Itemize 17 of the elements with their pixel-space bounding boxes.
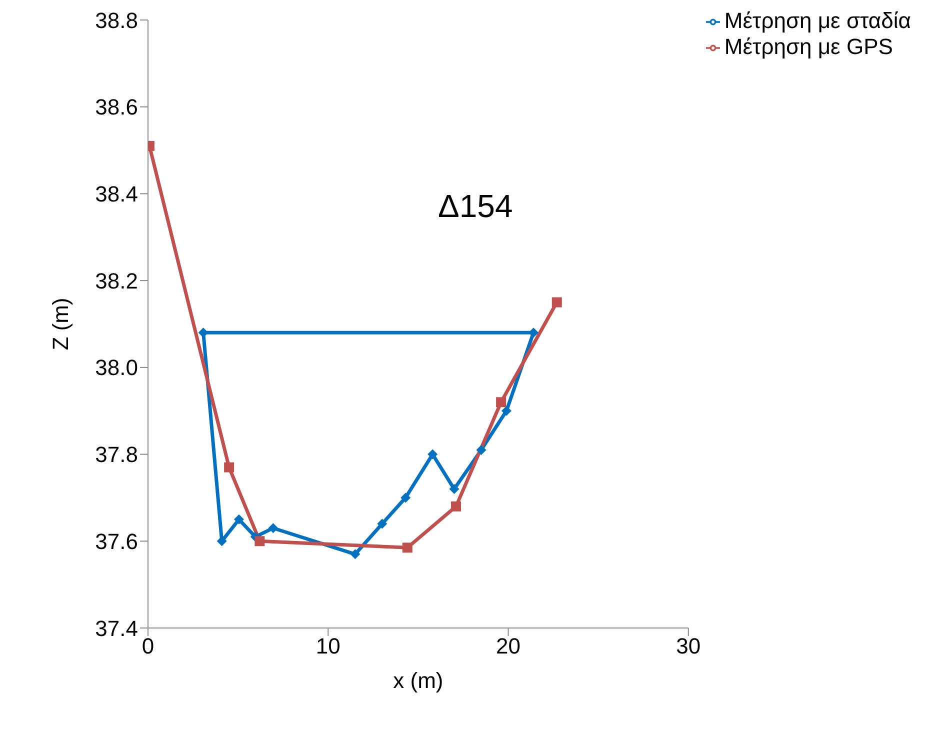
y-tick-label: 37.8 bbox=[95, 442, 138, 468]
x-tick-label: 20 bbox=[496, 634, 520, 659]
y-tick-label: 37.4 bbox=[95, 616, 138, 641]
x-tick-label: 0 bbox=[142, 634, 154, 659]
y-tick-label: 38.2 bbox=[95, 268, 138, 294]
x-tick-label: 10 bbox=[316, 634, 340, 659]
legend-label: Μέτρηση με GPS bbox=[724, 34, 893, 59]
y-axis-title: Z (m) bbox=[48, 298, 73, 350]
text: Δ154 bbox=[438, 188, 513, 225]
x-axis-title: x (m) bbox=[393, 668, 444, 693]
y-tick-label: 38.0 bbox=[95, 355, 138, 380]
y-tick-label: 37.6 bbox=[95, 528, 138, 554]
y-tick-label: 38.6 bbox=[95, 94, 138, 120]
x-tick-label: 30 bbox=[676, 634, 701, 659]
y-tick-label: 38.8 bbox=[95, 8, 138, 33]
legend-label: Μέτρηση με σταδία bbox=[724, 8, 911, 33]
y-tick-label: 38.4 bbox=[95, 182, 138, 207]
